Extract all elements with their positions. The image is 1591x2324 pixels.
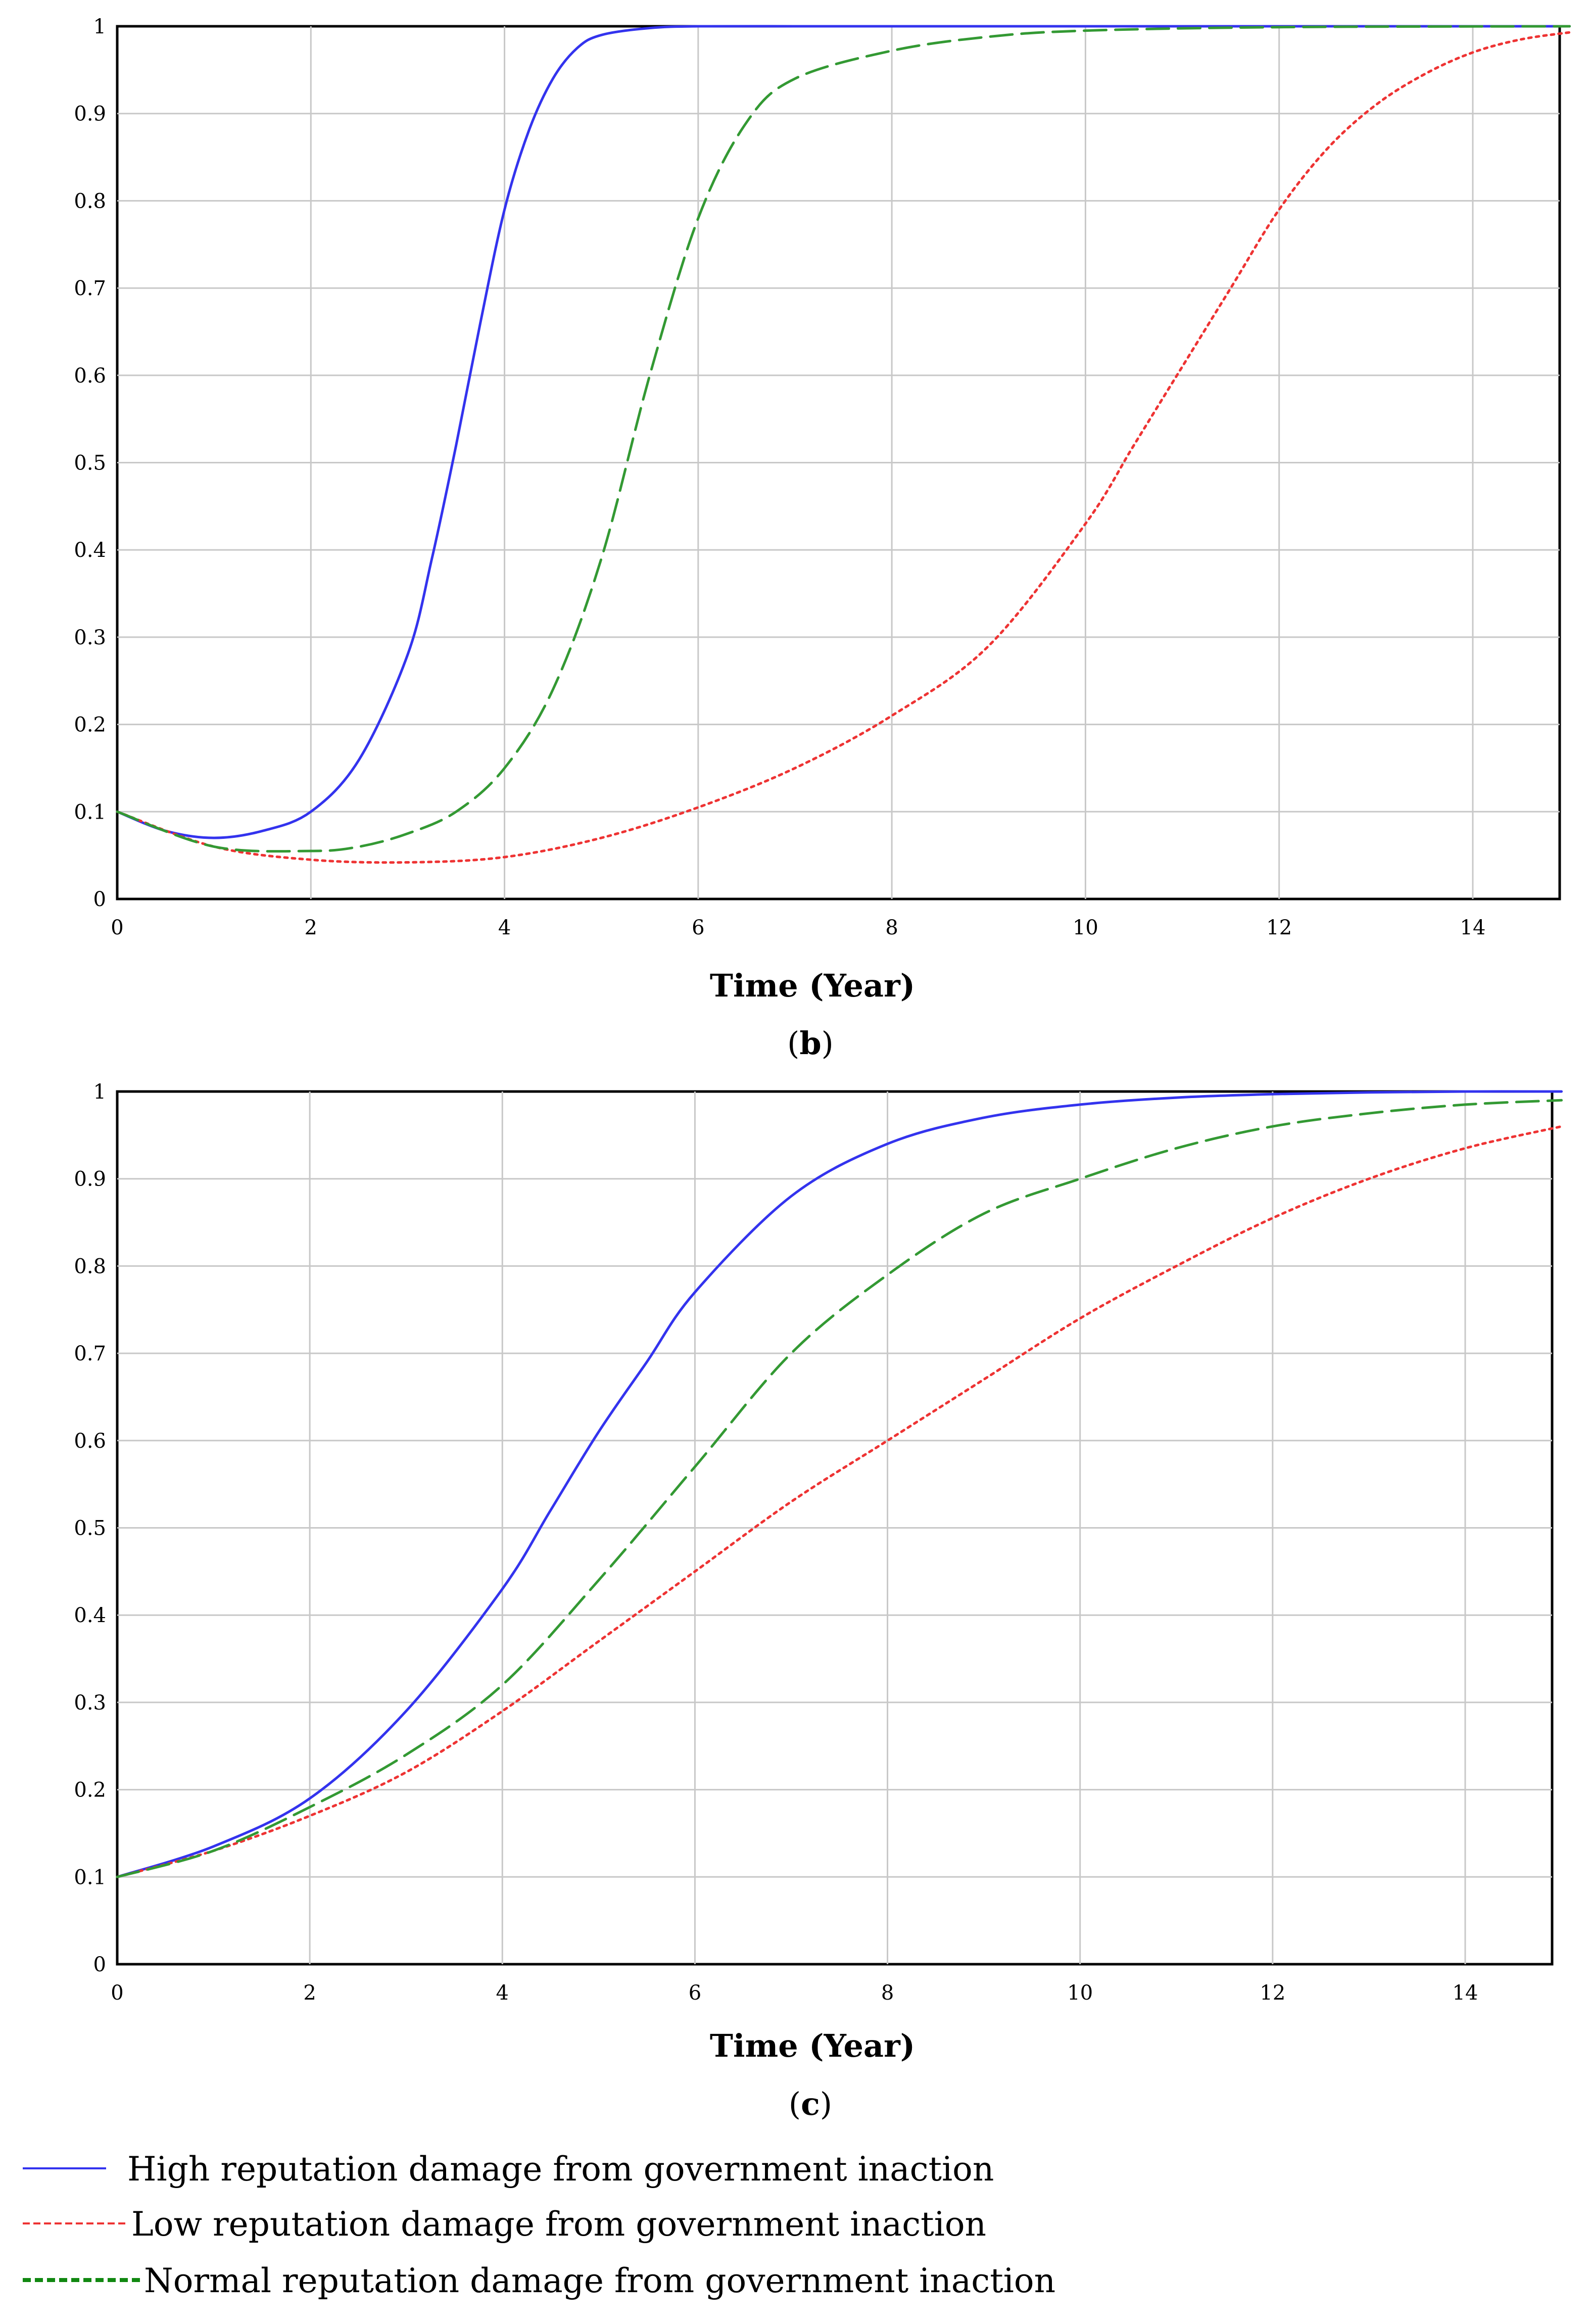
- series-line-dotted: [116, 1125, 1563, 1878]
- y-tick-label: 0.4: [74, 539, 106, 562]
- gridlines: [117, 26, 1560, 899]
- y-tick-label: 0.8: [74, 1255, 106, 1278]
- y-tick-label: 0.8: [74, 189, 106, 213]
- x-tick-label: 4: [496, 1981, 509, 2005]
- x-tick-label: 12: [1266, 916, 1292, 939]
- series-line-dashed: [116, 25, 1571, 853]
- legend-item-low: Low reputation damage from government in…: [23, 2205, 986, 2244]
- y-tick-label: 0.9: [74, 103, 106, 126]
- x-tick-label: 8: [881, 1981, 894, 2005]
- y-tick-label: 0.4: [74, 1604, 106, 1627]
- x-tick-label: 2: [305, 916, 317, 939]
- x-tick-label: 10: [1067, 1981, 1093, 2005]
- chart-panel-b: 0 0.1 0.2 0.3 0.4 0.5 0.6 0.7 0.8 0.9 1 0 2 4 6 8 10 12 1…: [74, 15, 1571, 1062]
- y-tick-label: 0.2: [74, 1779, 106, 1802]
- legend-item-normal: Normal reputation damage from government…: [23, 2261, 1055, 2300]
- y-tick-label: 0.9: [74, 1168, 106, 1191]
- panel-label-b: (b): [787, 1025, 834, 1062]
- legend-label-high: High reputation damage from government i…: [127, 2150, 994, 2189]
- x-tick-label: 14: [1453, 1981, 1478, 2005]
- x-tick-label: 8: [885, 916, 898, 939]
- x-tick-label: 6: [692, 916, 704, 939]
- x-axis-label: Time (Year): [710, 967, 915, 1004]
- x-tick-labels: 0 2 4 6 8 10 12 14: [111, 916, 1485, 939]
- y-tick-label: 0.3: [74, 626, 106, 649]
- y-tick-label: 0.1: [74, 1866, 106, 1889]
- x-tick-label: 2: [303, 1981, 316, 2005]
- series-lines: [116, 25, 1571, 864]
- x-tick-label: 10: [1073, 916, 1098, 939]
- x-tick-label: 12: [1260, 1981, 1285, 2005]
- y-tick-label: 0.2: [74, 714, 106, 737]
- y-tick-label: 0.3: [74, 1691, 106, 1715]
- chart-panel-c: 0 0.1 0.2 0.3 0.4 0.5 0.6 0.7 0.8 0.9 1 0 2 4 6 8 10 12 1…: [74, 1080, 1563, 2122]
- legend-label-low: Low reputation damage from government in…: [131, 2205, 986, 2244]
- series-lines: [116, 1090, 1563, 1878]
- y-tick-label: 0.7: [74, 277, 106, 300]
- y-tick-label: 0.7: [74, 1342, 106, 1365]
- x-tick-label: 4: [498, 916, 511, 939]
- x-axis-label: Time (Year): [710, 2027, 915, 2064]
- y-tick-labels: 0 0.1 0.2 0.3 0.4 0.5 0.6 0.7 0.8 0.9 1: [74, 15, 106, 911]
- y-tick-label: 1: [93, 15, 106, 38]
- y-tick-label: 0.6: [74, 1430, 106, 1453]
- legend-item-high: High reputation damage from government i…: [23, 2150, 994, 2189]
- y-tick-label: 0.5: [74, 452, 106, 475]
- series-line-solid: [116, 1090, 1563, 1878]
- series-line-dashed: [116, 1099, 1563, 1878]
- legend: High reputation damage from government i…: [23, 2150, 1055, 2300]
- gridlines: [117, 1092, 1552, 1964]
- series-line-solid: [116, 25, 1571, 839]
- series-line-dotted: [116, 31, 1571, 864]
- y-tick-label: 0: [93, 1953, 106, 1976]
- panel-letter: c: [801, 2085, 820, 2122]
- x-tick-label: 0: [111, 916, 123, 939]
- y-tick-label: 0.6: [74, 364, 106, 388]
- y-tick-label: 0: [93, 888, 106, 911]
- x-tick-label: 14: [1460, 916, 1486, 939]
- x-tick-labels: 0 2 4 6 8 10 12 14: [111, 1981, 1478, 2005]
- x-tick-label: 0: [111, 1981, 123, 2005]
- y-tick-labels: 0 0.1 0.2 0.3 0.4 0.5 0.6 0.7 0.8 0.9 1: [74, 1080, 106, 1976]
- y-tick-label: 0.5: [74, 1517, 106, 1540]
- x-tick-label: 6: [689, 1981, 701, 2005]
- panel-label-c: (c): [789, 2085, 832, 2122]
- panel-letter: b: [799, 1025, 821, 1062]
- legend-label-normal: Normal reputation damage from government…: [144, 2261, 1055, 2300]
- y-tick-label: 1: [93, 1080, 106, 1104]
- y-tick-label: 0.1: [74, 800, 106, 824]
